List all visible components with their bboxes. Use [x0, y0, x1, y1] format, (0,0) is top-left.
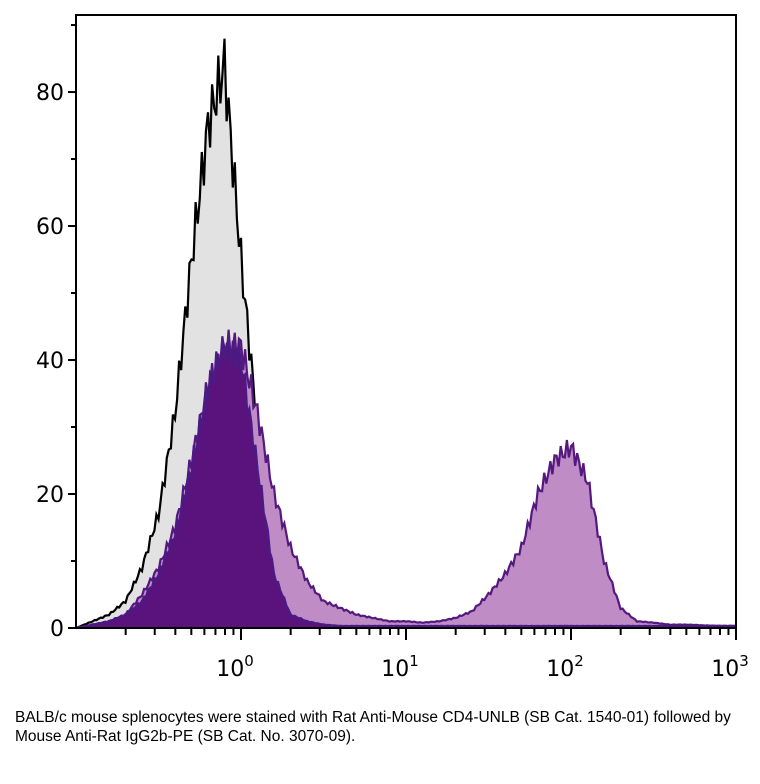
x-tick-label: 100	[216, 652, 254, 682]
x-tick-label: 102	[546, 652, 584, 682]
x-tick-label: 103	[711, 652, 749, 682]
y-tick-label: 0	[50, 617, 64, 642]
x-tick-label: 101	[381, 652, 419, 682]
series-fill-2	[76, 336, 736, 628]
figure-caption: BALB/c mouse splenocytes were stained wi…	[15, 709, 731, 745]
y-tick-label: 80	[36, 81, 64, 106]
y-tick-label: 20	[36, 483, 64, 508]
histogram-chart: 0 20 40 60 80 100 101 102 103	[36, 14, 749, 682]
series-line-2	[75, 336, 737, 630]
y-tick-label: 40	[36, 349, 64, 374]
y-tick-label: 60	[36, 215, 64, 240]
